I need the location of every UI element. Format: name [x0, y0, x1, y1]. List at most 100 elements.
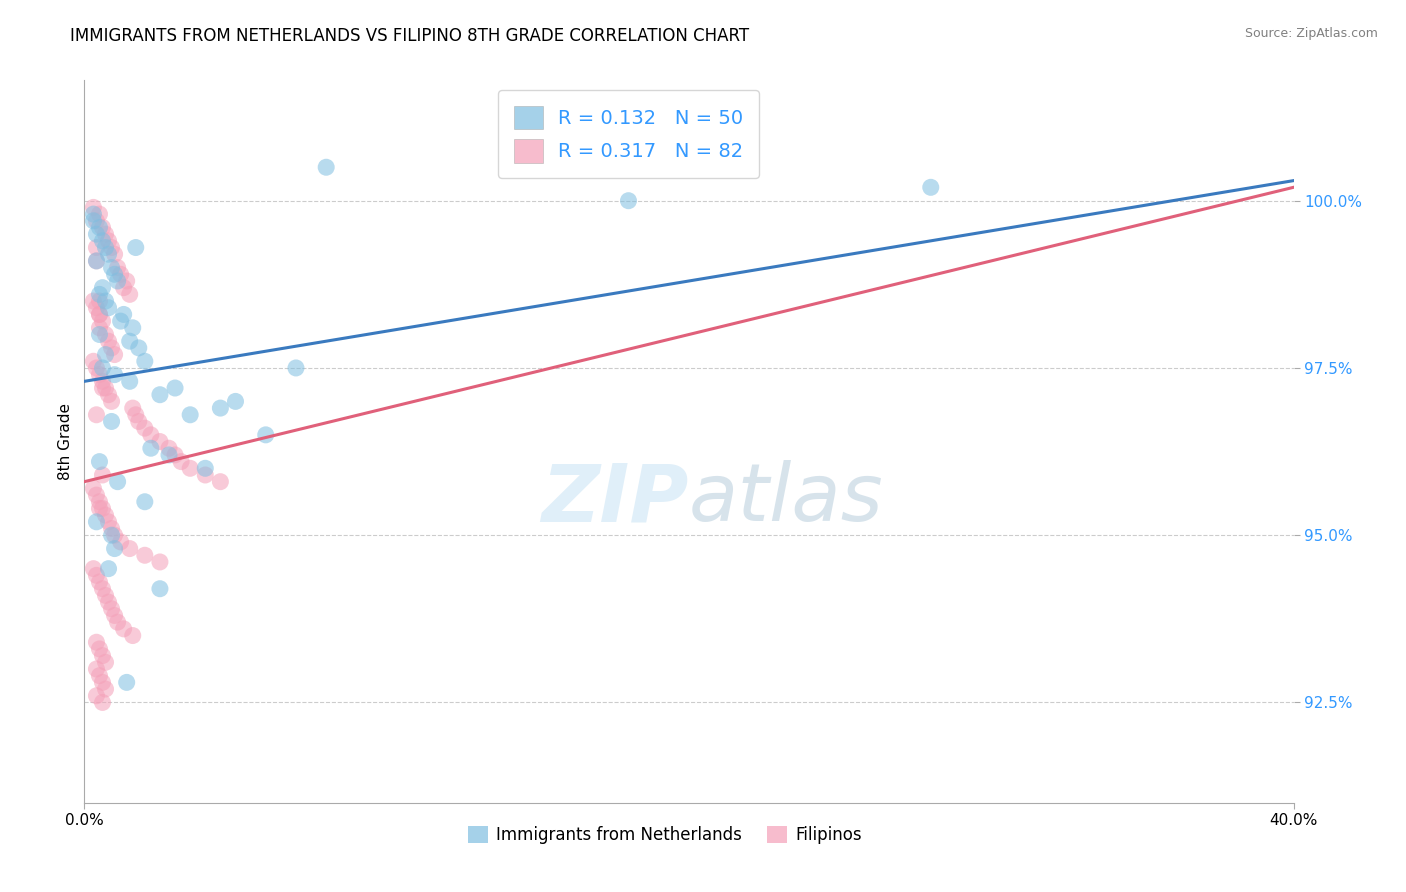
Point — [315, 161, 337, 175]
Point — [86, 301, 108, 315]
Point — [89, 327, 111, 342]
Point — [82, 200, 104, 214]
Point — [139, 427, 162, 442]
Point — [100, 341, 122, 355]
Point — [97, 334, 120, 348]
Point — [82, 481, 104, 495]
Point — [125, 240, 148, 254]
Point — [86, 227, 108, 241]
Point — [100, 601, 122, 615]
Point — [139, 441, 162, 455]
Point — [94, 227, 117, 241]
Point — [91, 467, 114, 482]
Point — [179, 461, 201, 475]
Point — [91, 501, 114, 516]
Point — [100, 528, 122, 542]
Point — [100, 240, 122, 254]
Point — [115, 675, 138, 690]
Point — [91, 582, 114, 596]
Point — [91, 648, 114, 663]
Point — [97, 234, 120, 248]
Point — [100, 394, 122, 409]
Point — [104, 347, 127, 361]
Point — [149, 555, 172, 569]
Point — [94, 293, 117, 308]
Text: IMMIGRANTS FROM NETHERLANDS VS FILIPINO 8TH GRADE CORRELATION CHART: IMMIGRANTS FROM NETHERLANDS VS FILIPINO … — [70, 27, 749, 45]
Point — [94, 588, 117, 602]
Point — [86, 360, 108, 375]
Point — [157, 441, 180, 455]
Point — [97, 561, 120, 575]
Point — [118, 334, 141, 348]
Point — [118, 374, 141, 388]
Y-axis label: 8th Grade: 8th Grade — [58, 403, 73, 480]
Point — [89, 287, 111, 301]
Point — [617, 194, 640, 208]
Point — [112, 622, 135, 636]
Point — [82, 354, 104, 368]
Point — [170, 454, 193, 468]
Point — [89, 207, 111, 221]
Point — [920, 180, 942, 194]
Point — [128, 341, 150, 355]
Point — [86, 662, 108, 676]
Point — [254, 427, 277, 442]
Point — [86, 253, 108, 268]
Point — [121, 629, 143, 643]
Point — [149, 387, 172, 401]
Point — [125, 408, 148, 422]
Point — [107, 475, 129, 489]
Point — [110, 267, 132, 281]
Point — [82, 561, 104, 575]
Point — [89, 501, 111, 516]
Point — [86, 635, 108, 649]
Text: Source: ZipAtlas.com: Source: ZipAtlas.com — [1244, 27, 1378, 40]
Point — [104, 247, 127, 261]
Point — [86, 568, 108, 582]
Point — [91, 695, 114, 709]
Point — [118, 287, 141, 301]
Point — [100, 522, 122, 536]
Point — [89, 642, 111, 657]
Point — [86, 515, 108, 529]
Point — [128, 414, 150, 428]
Point — [89, 321, 111, 335]
Point — [112, 280, 135, 294]
Point — [97, 595, 120, 609]
Point — [107, 260, 129, 275]
Point — [86, 253, 108, 268]
Point — [107, 274, 129, 288]
Point — [134, 494, 156, 508]
Point — [285, 360, 308, 375]
Point — [91, 234, 114, 248]
Point — [134, 354, 156, 368]
Point — [104, 608, 127, 623]
Point — [118, 541, 141, 556]
Point — [97, 247, 120, 261]
Point — [97, 387, 120, 401]
Point — [86, 240, 108, 254]
Point — [149, 434, 172, 449]
Point — [104, 541, 127, 556]
Point — [100, 260, 122, 275]
Point — [112, 308, 135, 322]
Point — [91, 280, 114, 294]
Point — [97, 515, 120, 529]
Point — [82, 293, 104, 308]
Point — [115, 274, 138, 288]
Point — [91, 675, 114, 690]
Point — [91, 220, 114, 235]
Point — [94, 656, 117, 670]
Point — [225, 394, 247, 409]
Point — [209, 401, 232, 415]
Point — [89, 293, 111, 308]
Point — [89, 308, 111, 322]
Legend: Immigrants from Netherlands, Filipinos: Immigrants from Netherlands, Filipinos — [460, 817, 870, 852]
Point — [86, 213, 108, 227]
Point — [165, 381, 187, 395]
Point — [89, 220, 111, 235]
Point — [82, 213, 104, 227]
Point — [82, 207, 104, 221]
Point — [86, 488, 108, 502]
Point — [134, 548, 156, 562]
